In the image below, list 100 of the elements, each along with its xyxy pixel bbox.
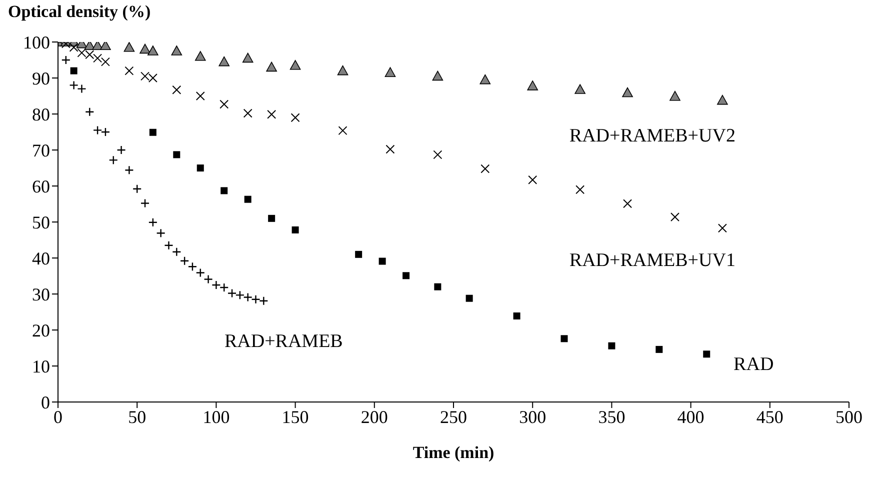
point — [204, 274, 213, 284]
point — [433, 150, 442, 160]
point — [560, 335, 568, 342]
point — [180, 256, 190, 266]
x-axis-title: Time (min) — [412, 443, 494, 462]
point — [259, 296, 268, 306]
point — [608, 342, 616, 350]
y-tick-label: 20 — [32, 320, 50, 340]
x-tick-label: 500 — [836, 406, 862, 427]
point — [61, 55, 71, 65]
point — [156, 228, 166, 238]
x-tick-label: 450 — [756, 406, 784, 427]
x-tick-label: 200 — [360, 406, 388, 427]
point — [574, 84, 586, 94]
point — [124, 42, 135, 52]
y-tick-label: 0 — [41, 392, 50, 412]
y-tick-label: 80 — [32, 104, 50, 124]
point — [173, 151, 180, 158]
point — [140, 198, 150, 208]
point — [70, 67, 78, 74]
point — [235, 290, 245, 300]
point — [656, 346, 663, 353]
x-tick-label: 50 — [128, 406, 146, 427]
point — [703, 350, 710, 358]
point — [172, 247, 182, 256]
y-tick-label: 60 — [32, 176, 50, 196]
point — [244, 196, 252, 203]
point — [149, 128, 156, 136]
point — [622, 87, 633, 98]
point — [670, 212, 680, 222]
point — [196, 164, 204, 172]
point — [218, 56, 230, 66]
point — [171, 46, 182, 56]
y-tick-label: 10 — [32, 356, 50, 376]
point — [338, 126, 348, 136]
point — [69, 80, 78, 90]
point — [267, 110, 276, 119]
point — [220, 187, 228, 194]
point — [124, 66, 134, 76]
x-tick-label: 150 — [282, 406, 309, 427]
point — [378, 258, 386, 265]
point — [85, 50, 94, 60]
point — [148, 74, 158, 82]
y-tick-label: 30 — [32, 284, 50, 304]
point — [69, 42, 78, 52]
point — [290, 113, 300, 122]
y-tick-label: 90 — [32, 68, 50, 88]
point — [194, 51, 206, 61]
y-tick-label: 40 — [32, 248, 50, 268]
point — [355, 250, 362, 258]
point — [386, 144, 395, 154]
point — [196, 92, 205, 100]
point — [268, 214, 276, 222]
y-tick-label: 70 — [32, 140, 50, 160]
point — [164, 240, 174, 250]
point — [670, 90, 680, 101]
point — [402, 272, 410, 280]
point — [384, 67, 396, 77]
point — [432, 70, 444, 81]
point — [528, 175, 538, 184]
point — [480, 74, 491, 84]
point — [100, 57, 110, 66]
point — [140, 44, 150, 54]
x-tick-label: 250 — [440, 406, 467, 427]
point — [266, 62, 277, 72]
point — [623, 199, 632, 208]
x-tick-label: 300 — [519, 406, 546, 427]
point — [717, 94, 728, 105]
point — [100, 127, 110, 137]
point — [527, 80, 538, 90]
point — [92, 126, 102, 135]
point — [227, 288, 237, 298]
point — [100, 42, 111, 50]
point — [337, 65, 348, 76]
y-axis-title: Optical density (%) — [8, 2, 151, 22]
point — [93, 54, 102, 63]
point — [243, 292, 252, 302]
y-tick-label: 50 — [32, 212, 50, 232]
point — [172, 85, 182, 94]
x-tick-label: 0 — [54, 406, 62, 427]
x-tick-label: 400 — [677, 406, 704, 427]
x-tick-label: 350 — [598, 406, 626, 427]
point — [576, 185, 585, 194]
point — [466, 294, 473, 302]
point — [251, 294, 260, 304]
point — [480, 164, 490, 174]
point — [292, 226, 299, 234]
series-label: RAD — [734, 354, 774, 376]
point — [290, 60, 301, 70]
point — [220, 282, 229, 292]
series-label: RAD+RAMEB+UV2 — [569, 125, 736, 146]
point — [140, 72, 150, 81]
point — [108, 155, 118, 165]
y-tick-label: 100 — [23, 32, 50, 52]
point — [77, 48, 86, 58]
point — [148, 46, 158, 56]
point — [718, 224, 727, 233]
point — [124, 166, 134, 175]
point — [85, 107, 94, 116]
point — [434, 283, 442, 290]
